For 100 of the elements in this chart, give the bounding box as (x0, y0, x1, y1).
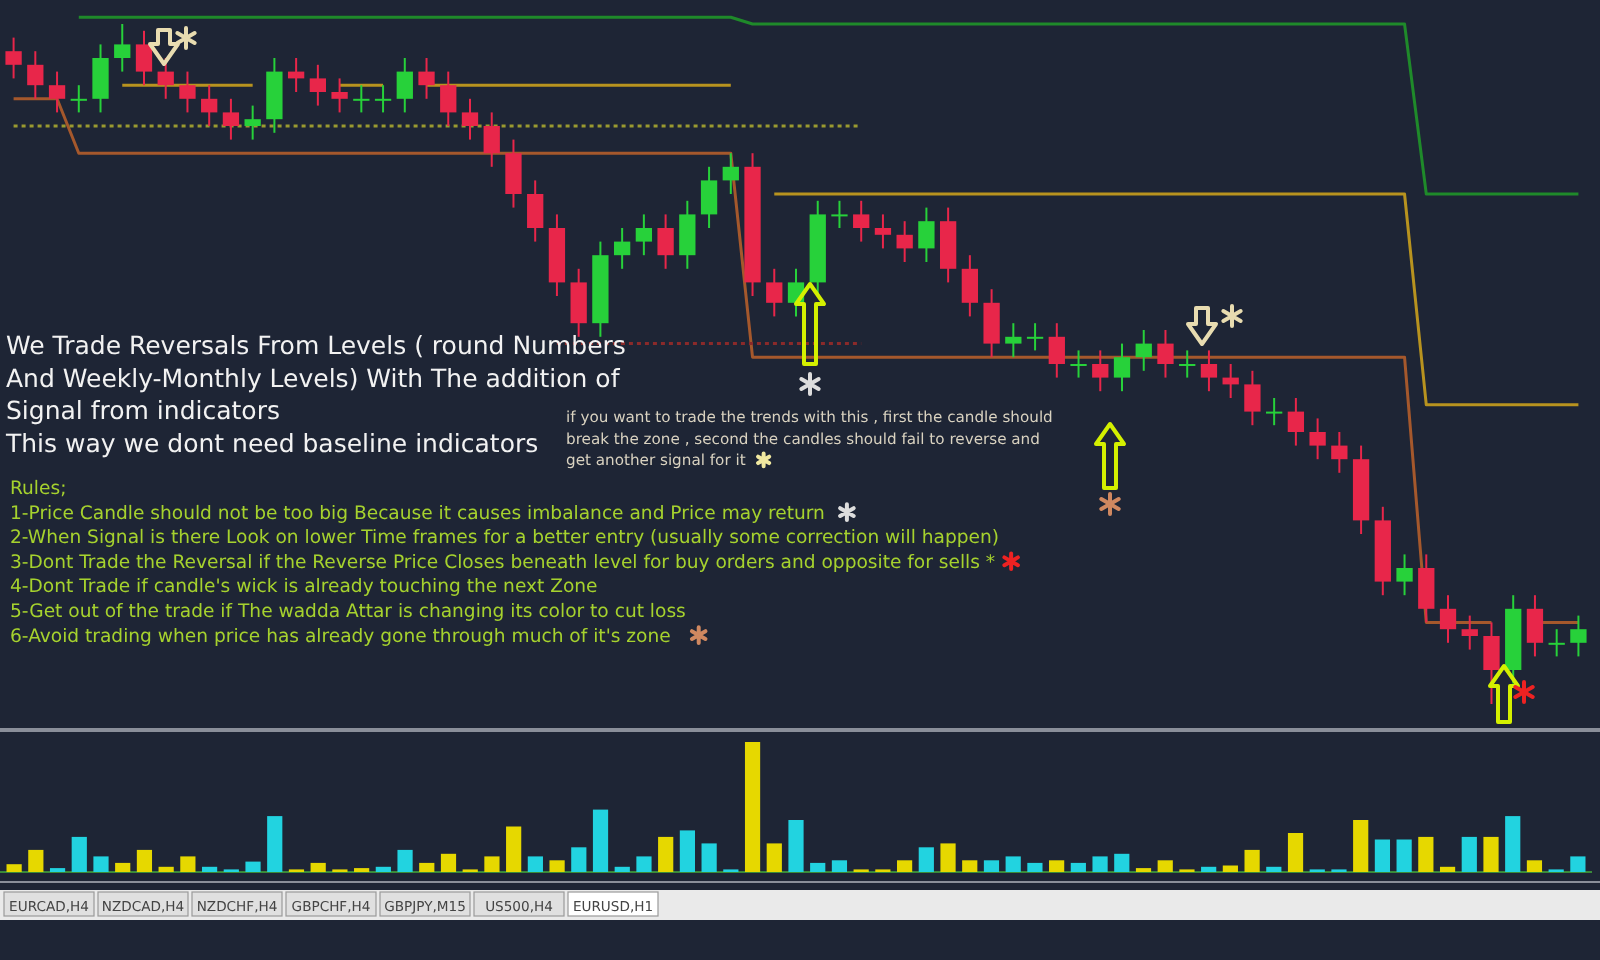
bar (571, 847, 587, 872)
candlestick (1265, 397, 1283, 427)
candlestick (1026, 322, 1044, 352)
candlestick (766, 267, 783, 318)
bar (701, 843, 717, 872)
candlestick (700, 165, 718, 229)
bar (788, 820, 804, 872)
bar (592, 809, 609, 872)
candlestick (440, 70, 457, 127)
candlestick (1157, 329, 1174, 379)
bar (918, 847, 934, 872)
candlestick (135, 29, 153, 87)
candlestick (1418, 553, 1435, 624)
candlestick (1179, 349, 1196, 379)
annotation: 3-Dont Trade the Reversal if the Reverse Price Closes beneath level for buy orders and opposite for sells * (10, 551, 996, 574)
bar (93, 856, 109, 872)
bar (1483, 836, 1499, 872)
candlestick (70, 84, 87, 114)
bar (658, 836, 674, 872)
candlestick (1439, 594, 1457, 644)
candlestick (331, 77, 348, 114)
bar (549, 860, 565, 872)
annotation: Rules; (10, 478, 67, 500)
candlestick (201, 84, 218, 127)
bar (115, 862, 131, 872)
bar (1570, 856, 1586, 872)
candlestick (5, 36, 22, 80)
candlestick (461, 97, 479, 141)
bar (1157, 860, 1173, 872)
bar (6, 864, 22, 872)
bar (419, 862, 435, 872)
bar (440, 853, 457, 872)
bar (766, 843, 782, 872)
bar (201, 866, 218, 872)
candlestick (1005, 322, 1022, 359)
candlestick (92, 43, 109, 114)
bar (1049, 860, 1065, 872)
candlestick (1070, 349, 1087, 379)
bar (962, 860, 978, 872)
bar (1374, 839, 1391, 872)
bar (506, 826, 522, 872)
annotation: We Trade Reversals From Levels ( round Numbers (6, 330, 626, 360)
candlestick (1570, 614, 1587, 658)
candlestick (918, 206, 935, 263)
candlestick (1548, 628, 1565, 658)
bar (1505, 816, 1521, 872)
bar (527, 856, 543, 872)
bar (1070, 862, 1086, 872)
candlestick (635, 213, 653, 257)
bar (636, 856, 652, 872)
candlestick (657, 213, 674, 270)
bar (1092, 856, 1108, 872)
candlestick (27, 50, 44, 100)
candlestick (244, 104, 261, 141)
candlestick (874, 213, 892, 250)
bar (1222, 865, 1238, 872)
bar (1027, 862, 1043, 872)
bar (896, 860, 913, 872)
candlestick (613, 227, 631, 270)
bar (310, 862, 326, 872)
bar (983, 860, 1000, 872)
candlestick (396, 57, 413, 114)
candlestick (1287, 397, 1305, 447)
bar (1439, 866, 1456, 872)
bar (614, 866, 630, 872)
bar (1005, 856, 1021, 872)
candlestick (1200, 349, 1218, 393)
candlestick (1048, 322, 1065, 379)
annotation: And Weekly-Monthly Levels) With The addition of (6, 362, 621, 393)
bar (940, 843, 956, 872)
candlestick (527, 179, 544, 243)
annotation: Signal from indicators (6, 395, 280, 426)
candlestick (1244, 369, 1261, 427)
bar (1201, 866, 1217, 872)
candlestick (1396, 553, 1413, 597)
candlestick (570, 267, 587, 338)
bar (1353, 820, 1369, 872)
candlestick (853, 199, 870, 243)
candlestick (679, 199, 696, 270)
bar (1114, 853, 1130, 872)
candlestick (266, 57, 283, 134)
annotation: This way we dont need baseline indicators (4, 427, 539, 458)
bar (679, 830, 696, 872)
candlestick (1461, 614, 1478, 651)
bar (810, 862, 826, 872)
candlestick (374, 84, 392, 114)
candlestick (983, 288, 1000, 359)
bar (28, 849, 44, 872)
bar (397, 849, 413, 872)
annotation: 1-Price Candle should not be too big Because it causes imbalance and Price may return (10, 502, 826, 525)
candlestick (114, 23, 131, 73)
bar (158, 866, 174, 872)
candlestick (1309, 417, 1326, 461)
candlestick (1526, 594, 1544, 658)
candlestick (222, 97, 240, 141)
annotation: 6-Avoid trading when price has already gone through much of it's zone (10, 625, 672, 648)
annotation: 2-When Signal is there Look on lower Time frames for a better entry (usually some correction will happen) (10, 527, 999, 550)
bar (1287, 833, 1304, 872)
candlestick (961, 254, 979, 318)
candlestick (48, 70, 66, 114)
